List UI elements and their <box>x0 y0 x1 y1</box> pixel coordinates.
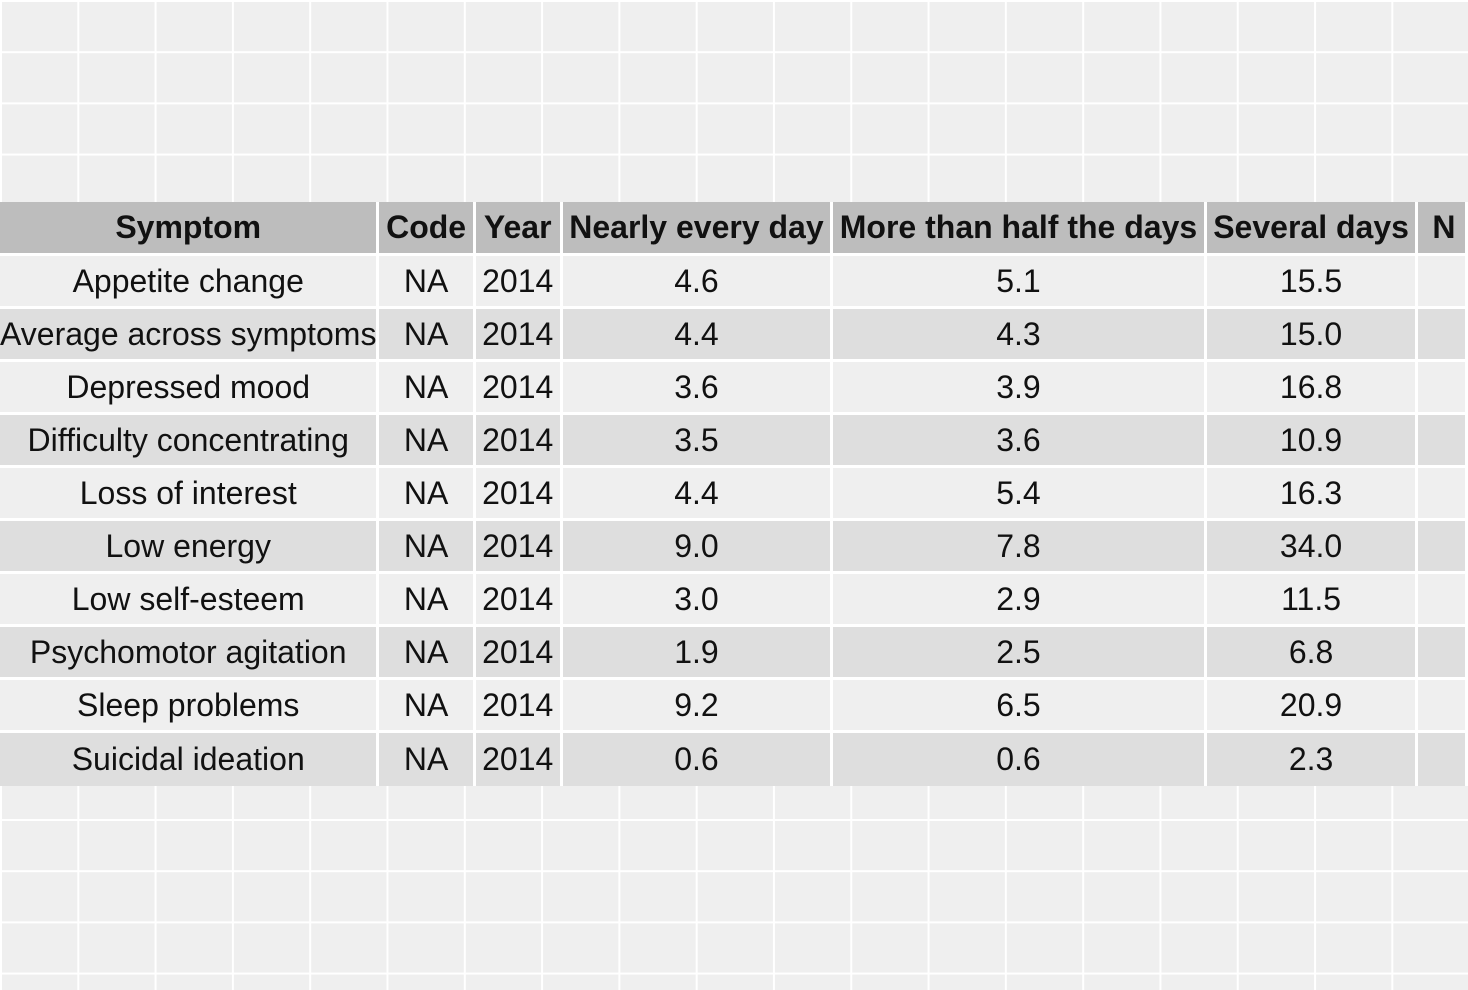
cell-symptom: Average across symptoms <box>0 309 380 362</box>
cell-symptom: Appetite change <box>0 256 380 309</box>
cell-year: 2014 <box>475 521 563 574</box>
header-nearly-every-day: Nearly every day <box>562 202 834 256</box>
cell-nearly-every-day: 3.5 <box>562 415 834 468</box>
cell-several-days: 16.8 <box>1206 362 1419 415</box>
cell-code: NA <box>379 256 476 309</box>
cell-symptom: Sleep problems <box>0 680 380 733</box>
cell-code: NA <box>379 680 476 733</box>
cell-code: NA <box>379 362 476 415</box>
cell-extra <box>1418 468 1468 521</box>
header-more-than-half-the-days: More than half the days <box>833 202 1207 256</box>
table-row: Loss of interest NA 2014 4.4 5.4 16.3 <box>0 468 1468 521</box>
cell-nearly-every-day: 4.4 <box>562 468 834 521</box>
cell-year: 2014 <box>475 627 563 680</box>
symptom-table: Symptom Code Year Nearly every day More … <box>0 202 1468 786</box>
header-year: Year <box>475 202 563 256</box>
cell-year: 2014 <box>475 468 563 521</box>
cell-extra <box>1418 574 1468 627</box>
cell-code: NA <box>379 415 476 468</box>
cell-more-than-half-the-days: 7.8 <box>833 521 1207 574</box>
table-row: Suicidal ideation NA 2014 0.6 0.6 2.3 <box>0 733 1468 786</box>
cell-nearly-every-day: 9.0 <box>562 521 834 574</box>
cell-nearly-every-day: 1.9 <box>562 627 834 680</box>
cell-nearly-every-day: 0.6 <box>562 733 834 786</box>
cell-more-than-half-the-days: 0.6 <box>833 733 1207 786</box>
table-row: Appetite change NA 2014 4.6 5.1 15.5 <box>0 256 1468 309</box>
table-row: Difficulty concentrating NA 2014 3.5 3.6 10.9 <box>0 415 1468 468</box>
cell-extra <box>1418 362 1468 415</box>
cell-extra <box>1418 627 1468 680</box>
cell-more-than-half-the-days: 2.9 <box>833 574 1207 627</box>
cell-year: 2014 <box>475 415 563 468</box>
cell-symptom: Suicidal ideation <box>0 733 380 786</box>
cell-extra <box>1418 415 1468 468</box>
cell-several-days: 11.5 <box>1206 574 1419 627</box>
cell-several-days: 34.0 <box>1206 521 1419 574</box>
cell-more-than-half-the-days: 2.5 <box>833 627 1207 680</box>
cell-code: NA <box>379 521 476 574</box>
cell-year: 2014 <box>475 733 563 786</box>
cell-more-than-half-the-days: 4.3 <box>833 309 1207 362</box>
cell-more-than-half-the-days: 3.9 <box>833 362 1207 415</box>
table-body: Appetite change NA 2014 4.6 5.1 15.5 Average a… <box>0 256 1468 786</box>
cell-nearly-every-day: 4.6 <box>562 256 834 309</box>
table-row: Depressed mood NA 2014 3.6 3.9 16.8 <box>0 362 1468 415</box>
cell-year: 2014 <box>475 362 563 415</box>
cell-code: NA <box>379 627 476 680</box>
header-code: Code <box>379 202 476 256</box>
table-row: Psychomotor agitation NA 2014 1.9 2.5 6.8 <box>0 627 1468 680</box>
cell-year: 2014 <box>475 574 563 627</box>
cell-several-days: 10.9 <box>1206 415 1419 468</box>
cell-extra <box>1418 680 1468 733</box>
cell-extra <box>1418 521 1468 574</box>
header-row: Symptom Code Year Nearly every day More … <box>0 202 1468 256</box>
cell-nearly-every-day: 4.4 <box>562 309 834 362</box>
cell-more-than-half-the-days: 5.1 <box>833 256 1207 309</box>
cell-year: 2014 <box>475 256 563 309</box>
header-several-days: Several days <box>1206 202 1419 256</box>
cell-nearly-every-day: 9.2 <box>562 680 834 733</box>
table-row: Sleep problems NA 2014 9.2 6.5 20.9 <box>0 680 1468 733</box>
cell-several-days: 6.8 <box>1206 627 1419 680</box>
cell-several-days: 20.9 <box>1206 680 1419 733</box>
cell-more-than-half-the-days: 6.5 <box>833 680 1207 733</box>
header-symptom: Symptom <box>0 202 380 256</box>
cell-extra <box>1418 256 1468 309</box>
cell-symptom: Low energy <box>0 521 380 574</box>
cell-several-days: 16.3 <box>1206 468 1419 521</box>
cell-extra <box>1418 733 1468 786</box>
table-row: Low energy NA 2014 9.0 7.8 34.0 <box>0 521 1468 574</box>
cell-symptom: Loss of interest <box>0 468 380 521</box>
cell-symptom: Psychomotor agitation <box>0 627 380 680</box>
cell-several-days: 15.5 <box>1206 256 1419 309</box>
cell-several-days: 2.3 <box>1206 733 1419 786</box>
cell-code: NA <box>379 733 476 786</box>
cell-nearly-every-day: 3.6 <box>562 362 834 415</box>
cell-several-days: 15.0 <box>1206 309 1419 362</box>
header-extra: N <box>1418 202 1468 256</box>
table-row: Low self-esteem NA 2014 3.0 2.9 11.5 <box>0 574 1468 627</box>
cell-extra <box>1418 309 1468 362</box>
cell-year: 2014 <box>475 680 563 733</box>
cell-code: NA <box>379 309 476 362</box>
cell-more-than-half-the-days: 3.6 <box>833 415 1207 468</box>
cell-more-than-half-the-days: 5.4 <box>833 468 1207 521</box>
cell-year: 2014 <box>475 309 563 362</box>
cell-code: NA <box>379 574 476 627</box>
cell-symptom: Depressed mood <box>0 362 380 415</box>
cell-symptom: Difficulty concentrating <box>0 415 380 468</box>
table-row: Average across symptoms NA 2014 4.4 4.3 15.0 <box>0 309 1468 362</box>
cell-nearly-every-day: 3.0 <box>562 574 834 627</box>
cell-symptom: Low self-esteem <box>0 574 380 627</box>
cell-code: NA <box>379 468 476 521</box>
